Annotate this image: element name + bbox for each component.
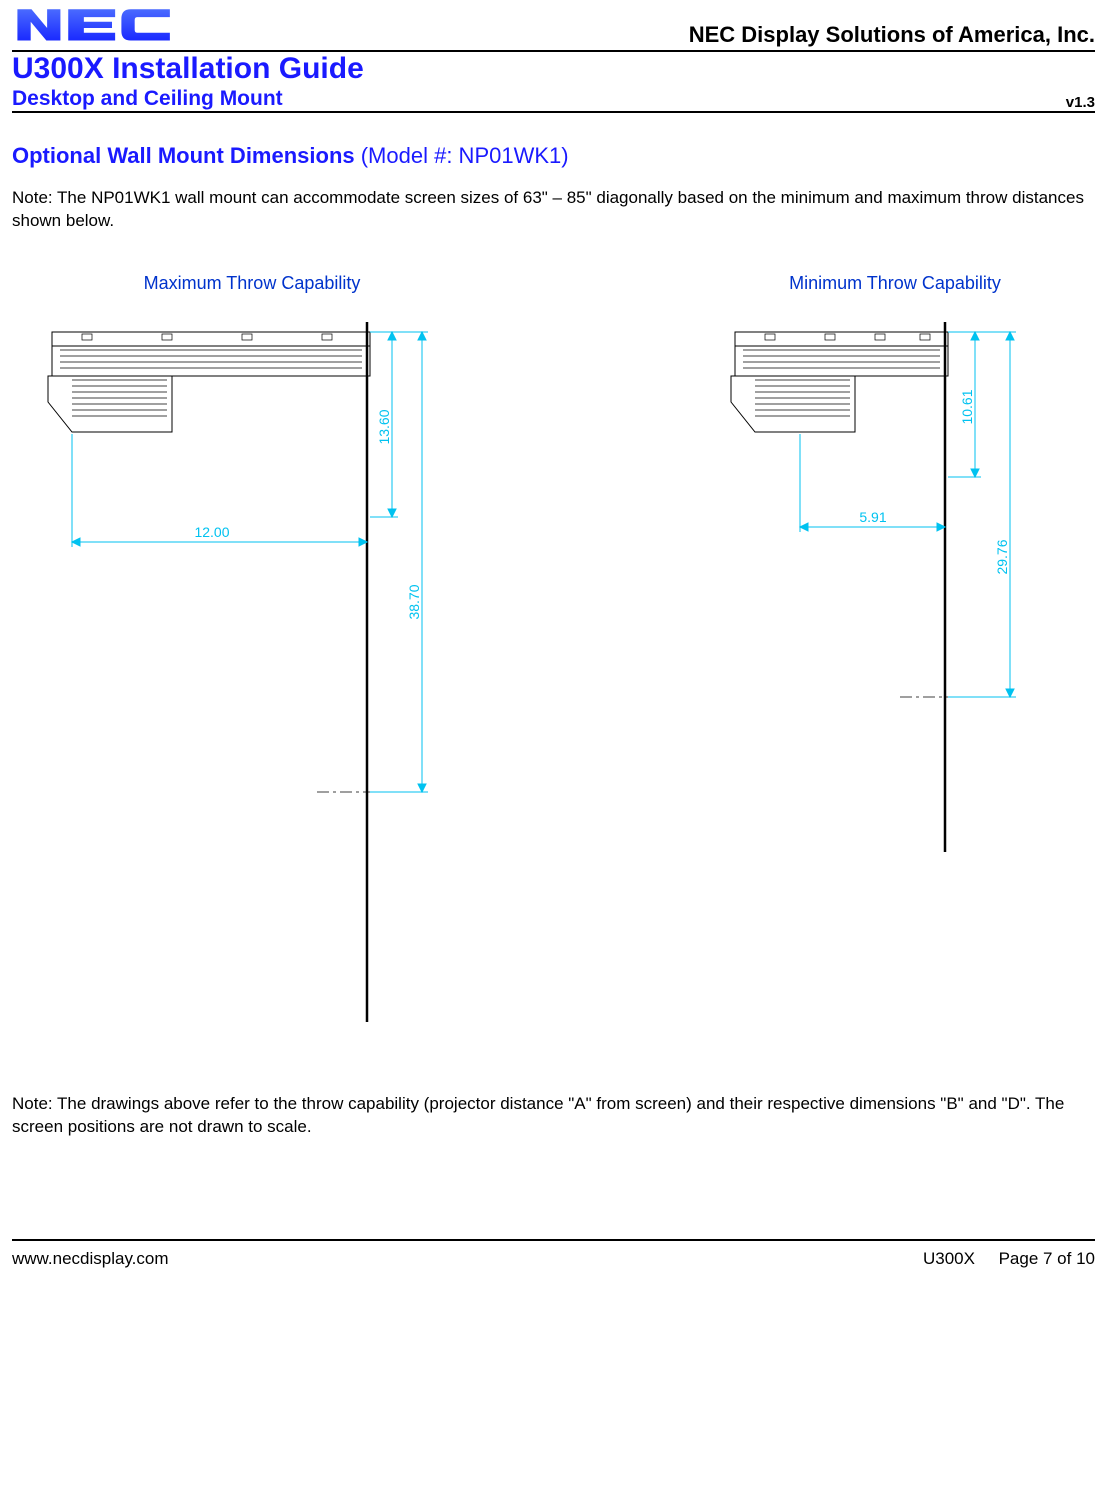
- section-heading-normal: (Model #: NP01WK1): [361, 143, 569, 168]
- diagram-label-max: Maximum Throw Capability: [12, 273, 492, 294]
- dim-right-full: 29.76: [994, 539, 1010, 574]
- footer-url: www.necdisplay.com: [12, 1249, 169, 1269]
- dim-left-horizontal: 12.00: [194, 524, 229, 540]
- diagram-max-throw: Maximum Throw Capability: [12, 273, 492, 1033]
- diagram-max-svg: 12.00 13.60 38.70: [12, 302, 492, 1032]
- footer-product: U300X: [923, 1249, 975, 1268]
- diagram-min-throw: Minimum Throw Capability: [695, 273, 1095, 853]
- nec-logo: [12, 0, 187, 48]
- footer-right: U300X Page 7 of 10: [923, 1249, 1095, 1269]
- header-bar: NEC Display Solutions of America, Inc.: [12, 0, 1095, 52]
- section-heading: Optional Wall Mount Dimensions (Model #:…: [12, 143, 1095, 169]
- dim-left-upper: 13.60: [376, 409, 392, 444]
- document-subtitle: Desktop and Ceiling Mount: [12, 87, 283, 111]
- document-version: v1.3: [1066, 94, 1095, 111]
- dim-right-horizontal: 5.91: [859, 509, 886, 525]
- section-heading-bold: Optional Wall Mount Dimensions: [12, 143, 361, 168]
- company-name: NEC Display Solutions of America, Inc.: [689, 22, 1095, 48]
- note-top: Note: The NP01WK1 wall mount can accommo…: [12, 187, 1095, 233]
- diagram-area: Maximum Throw Capability: [12, 273, 1095, 1033]
- title-block: U300X Installation Guide Desktop and Cei…: [12, 52, 1095, 113]
- dim-right-upper: 10.61: [959, 389, 975, 424]
- note-bottom: Note: The drawings above refer to the th…: [12, 1093, 1095, 1139]
- dim-left-full: 38.70: [406, 584, 422, 619]
- footer: www.necdisplay.com U300X Page 7 of 10: [12, 1239, 1095, 1269]
- page: NEC Display Solutions of America, Inc. U…: [0, 0, 1107, 1274]
- document-title: U300X Installation Guide: [12, 52, 1095, 85]
- footer-page: Page 7 of 10: [999, 1249, 1095, 1268]
- diagram-label-min: Minimum Throw Capability: [695, 273, 1095, 294]
- diagram-min-svg: 5.91 10.61 29.76: [695, 302, 1095, 862]
